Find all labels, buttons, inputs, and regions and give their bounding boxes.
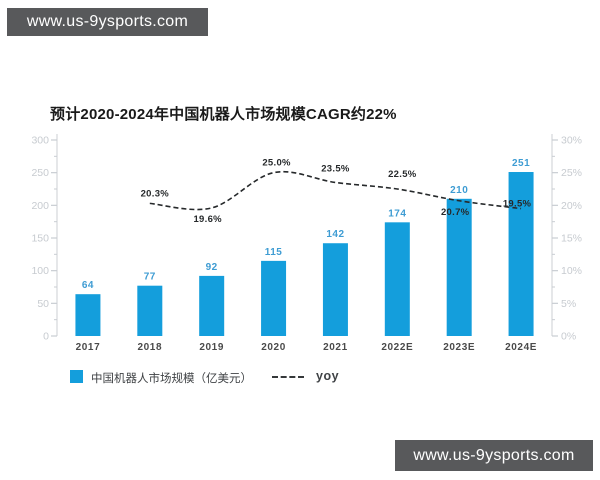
bar-2017 xyxy=(75,294,101,336)
right-axis-tick-label: 10% xyxy=(561,265,582,277)
bar-2018 xyxy=(137,285,163,336)
watermark-top: www.us-9ysports.com xyxy=(7,8,208,36)
legend-bar-swatch-icon xyxy=(70,370,83,383)
bar-2023E xyxy=(446,198,472,336)
yoy-point-label: 19.6% xyxy=(193,214,222,225)
yoy-point-label: 20.3% xyxy=(141,188,170,199)
right-axis-tick-label: 30% xyxy=(561,135,582,147)
bar-2020 xyxy=(261,260,287,336)
chart-legend: 中国机器人市场规模（亿美元） yoy xyxy=(70,369,530,385)
bar-value-label: 64 xyxy=(82,280,94,291)
bar-value-label: 77 xyxy=(144,272,156,283)
watermark-bottom: www.us-9ysports.com xyxy=(395,440,593,471)
x-axis-label: 2021 xyxy=(323,342,348,353)
left-axis-tick-label: 0 xyxy=(43,331,49,343)
right-axis-tick-label: 0% xyxy=(561,331,576,343)
bar-value-label: 210 xyxy=(450,185,468,196)
yoy-point-label: 23.5% xyxy=(321,163,350,174)
bar-value-label: 174 xyxy=(388,208,406,219)
bar-value-label: 115 xyxy=(265,247,283,258)
left-axis-tick-label: 200 xyxy=(31,200,49,212)
watermark-bottom-text: www.us-9ysports.com xyxy=(413,446,575,464)
watermark-top-text: www.us-9ysports.com xyxy=(26,13,189,30)
x-axis-label: 2022E xyxy=(381,342,413,353)
left-axis-tick-label: 100 xyxy=(31,265,49,277)
yoy-point-label: 22.5% xyxy=(388,169,417,180)
x-axis-label: 2023E xyxy=(443,342,475,353)
bar-2021 xyxy=(322,243,348,336)
right-axis-tick-label: 25% xyxy=(561,167,582,179)
bar-value-label: 92 xyxy=(206,262,218,273)
chart-title: 预计2020-2024年中国机器人市场规模CAGR约22% xyxy=(50,106,397,123)
bar-2024E xyxy=(508,172,534,336)
legend-dashed-line-icon xyxy=(272,376,304,378)
right-axis-tick-label: 5% xyxy=(561,298,576,310)
yoy-point-label: 25.0% xyxy=(262,158,291,169)
x-axis-label: 2024E xyxy=(505,342,537,353)
left-axis-tick-label: 50 xyxy=(37,298,49,310)
right-axis-tick-label: 15% xyxy=(561,233,582,245)
left-axis-tick-label: 300 xyxy=(31,135,49,147)
bar-2022E xyxy=(384,222,410,336)
right-axis-tick-label: 20% xyxy=(561,200,582,212)
bar-2019 xyxy=(199,275,225,336)
legend-line-label: yoy xyxy=(316,369,340,383)
yoy-point-label: 20.7% xyxy=(441,207,470,218)
yoy-point-label: 19.5% xyxy=(503,199,532,210)
bar-value-label: 251 xyxy=(512,158,530,169)
x-axis-label: 2020 xyxy=(261,342,286,353)
bar-value-label: 142 xyxy=(326,229,344,240)
x-axis-label: 2018 xyxy=(137,342,162,353)
left-axis-tick-label: 150 xyxy=(31,233,49,245)
x-axis-label: 2019 xyxy=(199,342,224,353)
x-axis-label: 2017 xyxy=(76,342,101,353)
left-axis-tick-label: 250 xyxy=(31,167,49,179)
yoy-dashed-line xyxy=(149,170,522,211)
legend-bar-label: 中国机器人市场规模（亿美元） xyxy=(91,373,252,385)
